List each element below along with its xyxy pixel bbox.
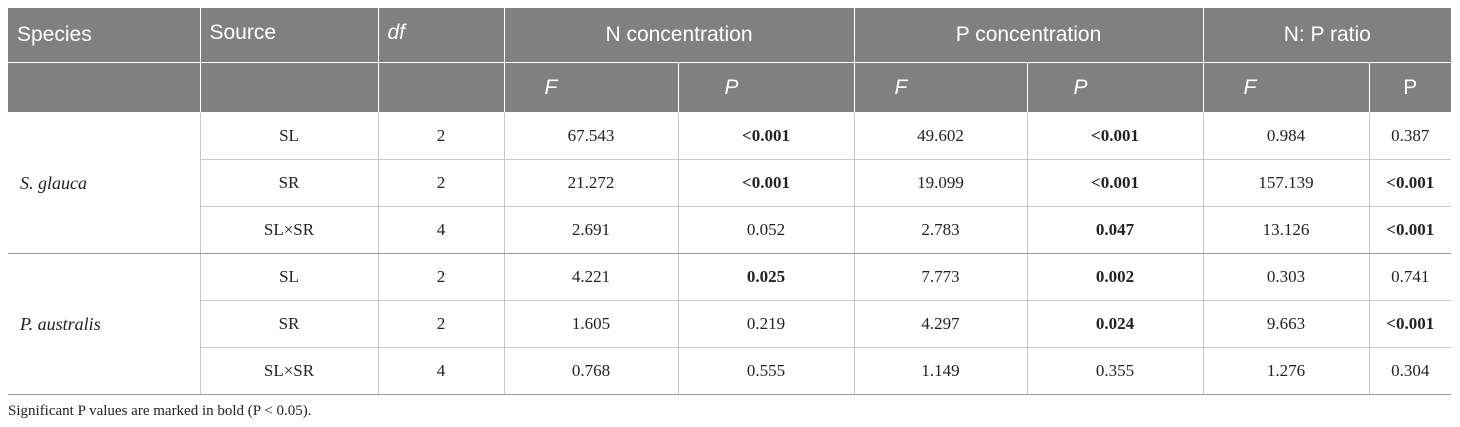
- df-cell: 4: [378, 347, 505, 395]
- ratio-f-cell: 9.663: [1203, 300, 1370, 348]
- n-p-cell: 0.555: [678, 347, 855, 395]
- n-p-cell: 0.219: [678, 300, 855, 348]
- header-n-f: F: [504, 62, 679, 113]
- ratio-f-cell: 157.139: [1203, 159, 1370, 207]
- p-f-cell: 4.297: [854, 300, 1028, 348]
- p-p-cell: 0.047: [1027, 206, 1204, 254]
- header-source: Source: [200, 8, 379, 63]
- header-species: Species: [8, 8, 201, 63]
- header-ratio-p: P: [1369, 62, 1452, 113]
- p-f-cell: 19.099: [854, 159, 1028, 207]
- n-p-cell: <0.001: [678, 112, 855, 160]
- source-cell: SL×SR: [200, 347, 379, 395]
- p-p-cell: 0.024: [1027, 300, 1204, 348]
- p-f-cell: 2.783: [854, 206, 1028, 254]
- table-row: SL×SR 4 2.691 0.052 2.783 0.047 13.126 <…: [8, 206, 1452, 254]
- source-cell: SR: [200, 300, 379, 348]
- header-n-concentration: N concentration: [504, 8, 855, 63]
- source-cell: SL×SR: [200, 206, 379, 254]
- table-row: SR 2 21.272 <0.001 19.099 <0.001 157.139…: [8, 159, 1452, 207]
- df-cell: 4: [378, 206, 505, 254]
- table-row: SL×SR 4 0.768 0.555 1.149 0.355 1.276 0.…: [8, 347, 1452, 395]
- species-cell: P. australis: [8, 253, 201, 395]
- p-f-cell: 1.149: [854, 347, 1028, 395]
- n-p-cell: 0.025: [678, 253, 855, 301]
- source-cell: SL: [200, 253, 379, 301]
- p-p-cell: 0.355: [1027, 347, 1204, 395]
- table-row: S. glauca SL 2 67.543 <0.001 49.602 <0.0…: [8, 112, 1452, 254]
- ratio-p-cell: <0.001: [1369, 159, 1452, 207]
- df-cell: 2: [378, 112, 505, 160]
- n-f-cell: 0.768: [504, 347, 679, 395]
- n-f-cell: 4.221: [504, 253, 679, 301]
- df-cell: 2: [378, 159, 505, 207]
- ratio-p-cell: 0.304: [1369, 347, 1452, 395]
- header-n-p: P: [678, 62, 855, 113]
- p-p-cell: <0.001: [1027, 159, 1204, 207]
- n-f-cell: 67.543: [504, 112, 679, 160]
- header-blank: [8, 62, 201, 113]
- df-cell: 2: [378, 253, 505, 301]
- header-row-main: Species Source df N concentration P conc…: [8, 8, 1452, 63]
- source-cell: SL: [200, 112, 379, 160]
- header-p-concentration: P concentration: [854, 8, 1204, 63]
- header-p-p: P: [1027, 62, 1204, 113]
- header-blank: [200, 62, 379, 113]
- table-footnote: Significant P values are marked in bold …: [8, 403, 312, 419]
- ratio-p-cell: 0.387: [1369, 112, 1452, 160]
- table-row: P. australis SL 2 4.221 0.025 7.773 0.00…: [8, 253, 1452, 395]
- n-f-cell: 21.272: [504, 159, 679, 207]
- n-p-cell: <0.001: [678, 159, 855, 207]
- ratio-f-cell: 13.126: [1203, 206, 1370, 254]
- anova-table: Species Source df N concentration P conc…: [8, 8, 1452, 395]
- p-p-cell: <0.001: [1027, 112, 1204, 160]
- source-cell: SR: [200, 159, 379, 207]
- p-p-cell: 0.002: [1027, 253, 1204, 301]
- header-blank: [378, 62, 505, 113]
- n-f-cell: 1.605: [504, 300, 679, 348]
- p-f-cell: 49.602: [854, 112, 1028, 160]
- header-df: df: [378, 8, 505, 63]
- n-p-cell: 0.052: [678, 206, 855, 254]
- header-ratio-f: F: [1203, 62, 1370, 113]
- species-cell: S. glauca: [8, 112, 201, 254]
- header-p-f: F: [854, 62, 1028, 113]
- ratio-p-cell: <0.001: [1369, 206, 1452, 254]
- n-f-cell: 2.691: [504, 206, 679, 254]
- table-row: SR 2 1.605 0.219 4.297 0.024 9.663 <0.00…: [8, 300, 1452, 348]
- df-cell: 2: [378, 300, 505, 348]
- ratio-p-cell: 0.741: [1369, 253, 1452, 301]
- header-row-sub: F P F P F P: [8, 62, 1452, 113]
- ratio-f-cell: 1.276: [1203, 347, 1370, 395]
- ratio-p-cell: <0.001: [1369, 300, 1452, 348]
- header-np-ratio: N: P ratio: [1203, 8, 1452, 63]
- ratio-f-cell: 0.984: [1203, 112, 1370, 160]
- ratio-f-cell: 0.303: [1203, 253, 1370, 301]
- p-f-cell: 7.773: [854, 253, 1028, 301]
